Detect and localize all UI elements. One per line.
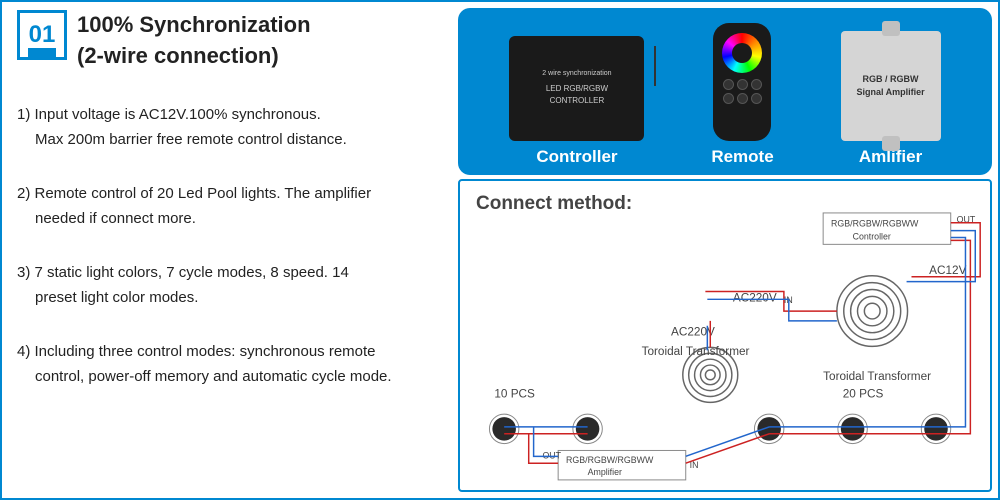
bullet-3: 3) 7 static light colors, 7 cycle modes,… [17,260,437,311]
title-block: 100% Synchronization (2-wire connection) [77,10,311,72]
svg-text:RGB/RGBW/RGBWW: RGB/RGBW/RGBWW [566,455,654,465]
controller-icon: 2 wire synchronization LED RGB/RGBW CONT… [509,36,644,141]
title-line2: (2-wire connection) [77,41,311,72]
product-controller: 2 wire synchronization LED RGB/RGBW CONT… [509,36,644,167]
bullet-2: 2) Remote control of 20 Led Pool lights.… [17,181,437,232]
svg-text:OUT: OUT [542,450,561,460]
svg-text:AC220V: AC220V [671,325,715,338]
lights [489,414,950,443]
diagram-title: Connect method: [476,193,632,215]
svg-text:Toroidal Transformer: Toroidal Transformer [823,370,931,383]
connection-diagram: Connect method: RGB/RGBW/RGBWW Controlle… [458,179,992,492]
color-ring-icon [722,33,762,73]
product-amplifier: RGB / RGBW Signal Amplifier Amlifier [841,31,941,167]
title-line1: 100% Synchronization [77,10,311,41]
products-row: 2 wire synchronization LED RGB/RGBW CONT… [458,8,992,175]
ctrl-text1: RGB/RGBW/RGBWW [831,218,919,228]
product-remote: Remote [711,23,773,167]
diagram-svg: RGB/RGBW/RGBWW Controller OUT RGB/RGBW/R… [460,181,990,490]
ctrl-text2: Controller [853,231,891,241]
bullet-list: 1) Input voltage is AC12V.100% synchrono… [17,102,437,390]
amplifier-icon: RGB / RGBW Signal Amplifier [841,31,941,141]
svg-text:AC12V: AC12V [929,264,966,277]
bullet-1: 1) Input voltage is AC12V.100% synchrono… [17,102,437,153]
number-badge: 01 [17,10,67,60]
transformer-right [837,276,908,347]
right-panel: 2 wire synchronization LED RGB/RGBW CONT… [452,2,998,498]
bullet-4: 4) Including three control modes: synchr… [17,339,437,390]
left-panel: 01 100% Synchronization (2-wire connecti… [2,2,452,498]
svg-text:20 PCS: 20 PCS [843,387,884,400]
svg-text:Amplifier: Amplifier [588,467,622,477]
main-container: 01 100% Synchronization (2-wire connecti… [0,0,1000,500]
svg-text:AC220V: AC220V [733,291,777,304]
svg-text:Toroidal Transformer: Toroidal Transformer [642,345,750,358]
remote-icon [713,23,771,141]
svg-text:10 PCS: 10 PCS [494,387,535,400]
header: 01 100% Synchronization (2-wire connecti… [17,10,437,72]
controller-label: Controller [536,147,617,167]
remote-label: Remote [711,147,773,167]
badge-number: 01 [29,21,56,49]
